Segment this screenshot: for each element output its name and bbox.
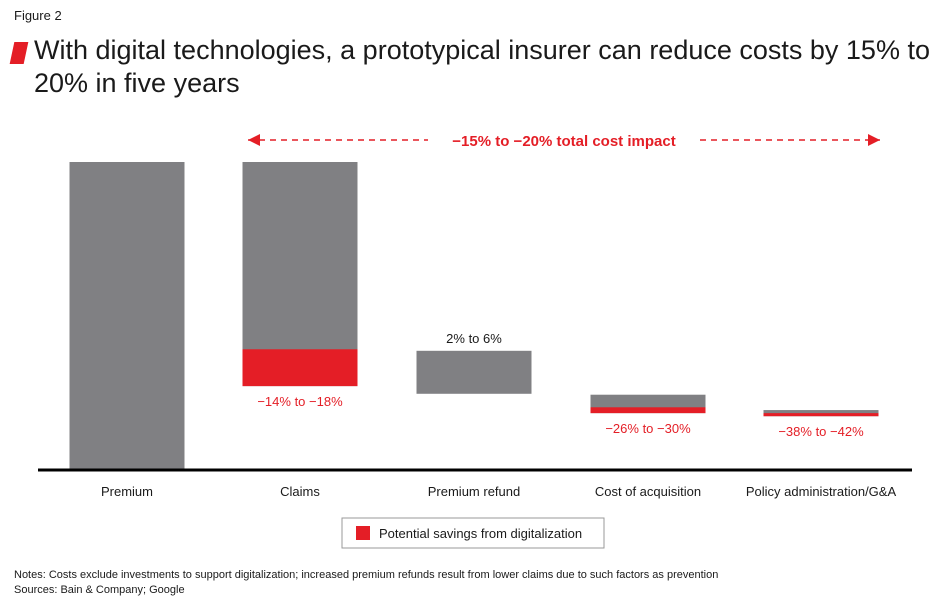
legend: Potential savings from digitalization (341, 517, 605, 549)
savings-segment-claims (242, 349, 358, 387)
figure-label: Figure 2 (14, 8, 62, 23)
category-label-cost-of-acquisition: Cost of acquisition (595, 484, 701, 499)
sources-text: Sources: Bain & Company; Google (14, 584, 185, 596)
category-label-policy-administration-g-a: Policy administration/G&A (746, 484, 897, 499)
bar-claims (242, 162, 358, 387)
category-label-claims: Claims (280, 484, 320, 499)
chart-title: With digital technologies, a prototypica… (34, 35, 930, 98)
bar-premium-refund (416, 350, 532, 394)
legend-frame (341, 517, 605, 549)
data-label-claims: −14% to −18% (257, 394, 343, 409)
legend-label: Potential savings from digitalization (379, 526, 582, 541)
bar-premium (69, 162, 185, 469)
data-label-cost-of-acquisition: −26% to −30% (605, 421, 691, 436)
legend-swatch (356, 526, 370, 540)
savings-segment-policy-administration-g-a (763, 413, 879, 417)
category-label-premium: Premium (101, 484, 153, 499)
data-label-policy-administration-g-a: −38% to −42% (778, 424, 864, 439)
category-label-premium-refund: Premium refund (428, 484, 520, 499)
notes-block: Notes: Costs exclude investments to supp… (14, 568, 718, 598)
impact-annotation: −15% to −20% total cost impact (452, 133, 675, 150)
data-label-premium-refund: 2% to 6% (446, 331, 502, 346)
savings-segment-cost-of-acquisition (590, 407, 706, 414)
notes-text: Notes: Costs exclude investments to supp… (14, 569, 719, 581)
